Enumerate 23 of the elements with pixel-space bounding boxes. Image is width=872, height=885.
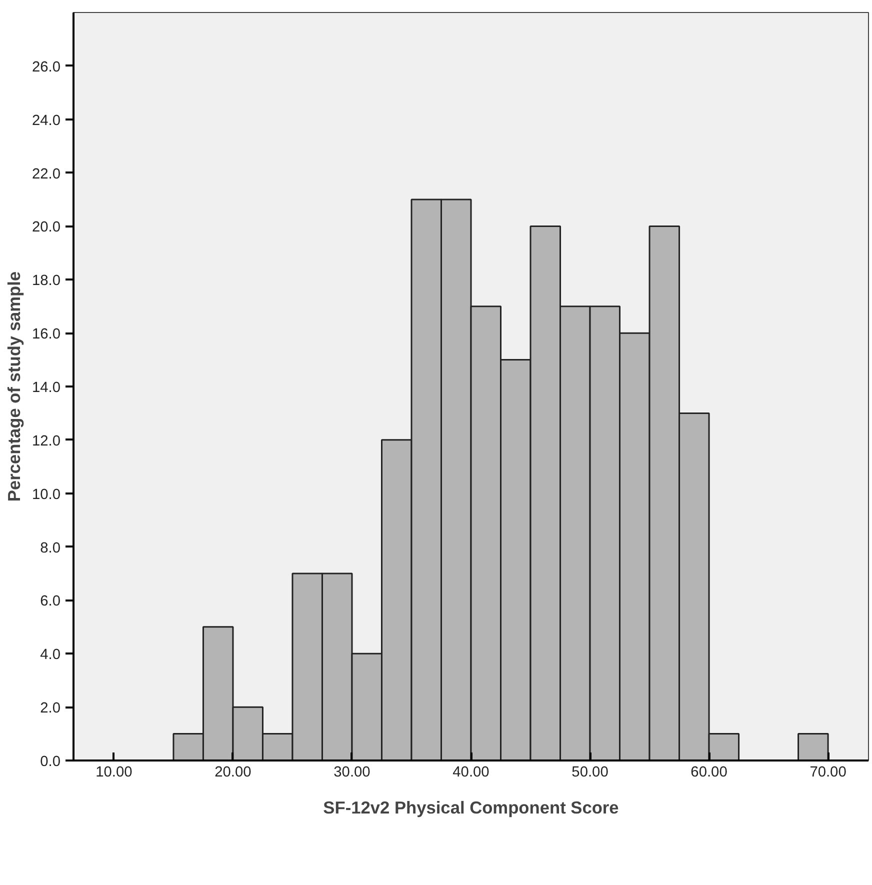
y-tick-label: 10.0 xyxy=(32,486,61,503)
y-tick-label: 18.0 xyxy=(32,273,61,290)
y-tick-label: 4.0 xyxy=(40,647,60,664)
y-tick-label: 0.0 xyxy=(40,754,60,770)
y-axis-title: Percentage of study sample xyxy=(4,271,24,502)
y-tick-label: 14.0 xyxy=(32,380,61,396)
x-tick-label: 20.00 xyxy=(214,764,252,780)
y-tick-label: 16.0 xyxy=(32,326,61,343)
x-tick-label: 70.00 xyxy=(810,764,846,780)
y-tick-label: 12.0 xyxy=(32,433,61,450)
y-tick-label: 26.0 xyxy=(32,59,61,76)
x-tick-label: 50.00 xyxy=(572,764,608,780)
x-tick-label: 10.00 xyxy=(96,764,132,780)
y-tick-label: 6.0 xyxy=(40,594,60,610)
y-tick-label: 2.0 xyxy=(40,700,60,717)
x-tick-label: 30.00 xyxy=(334,764,370,780)
y-tick-label: 24.0 xyxy=(32,112,61,129)
y-tick-label: 20.0 xyxy=(32,220,61,236)
y-tick-label: 22.0 xyxy=(32,166,61,182)
y-tick-label: 8.0 xyxy=(40,540,60,556)
x-tick-label: 60.00 xyxy=(690,764,728,780)
x-axis-title: SF-12v2 Physical Component Score xyxy=(323,798,620,818)
x-tick-label: 40.00 xyxy=(452,764,490,780)
